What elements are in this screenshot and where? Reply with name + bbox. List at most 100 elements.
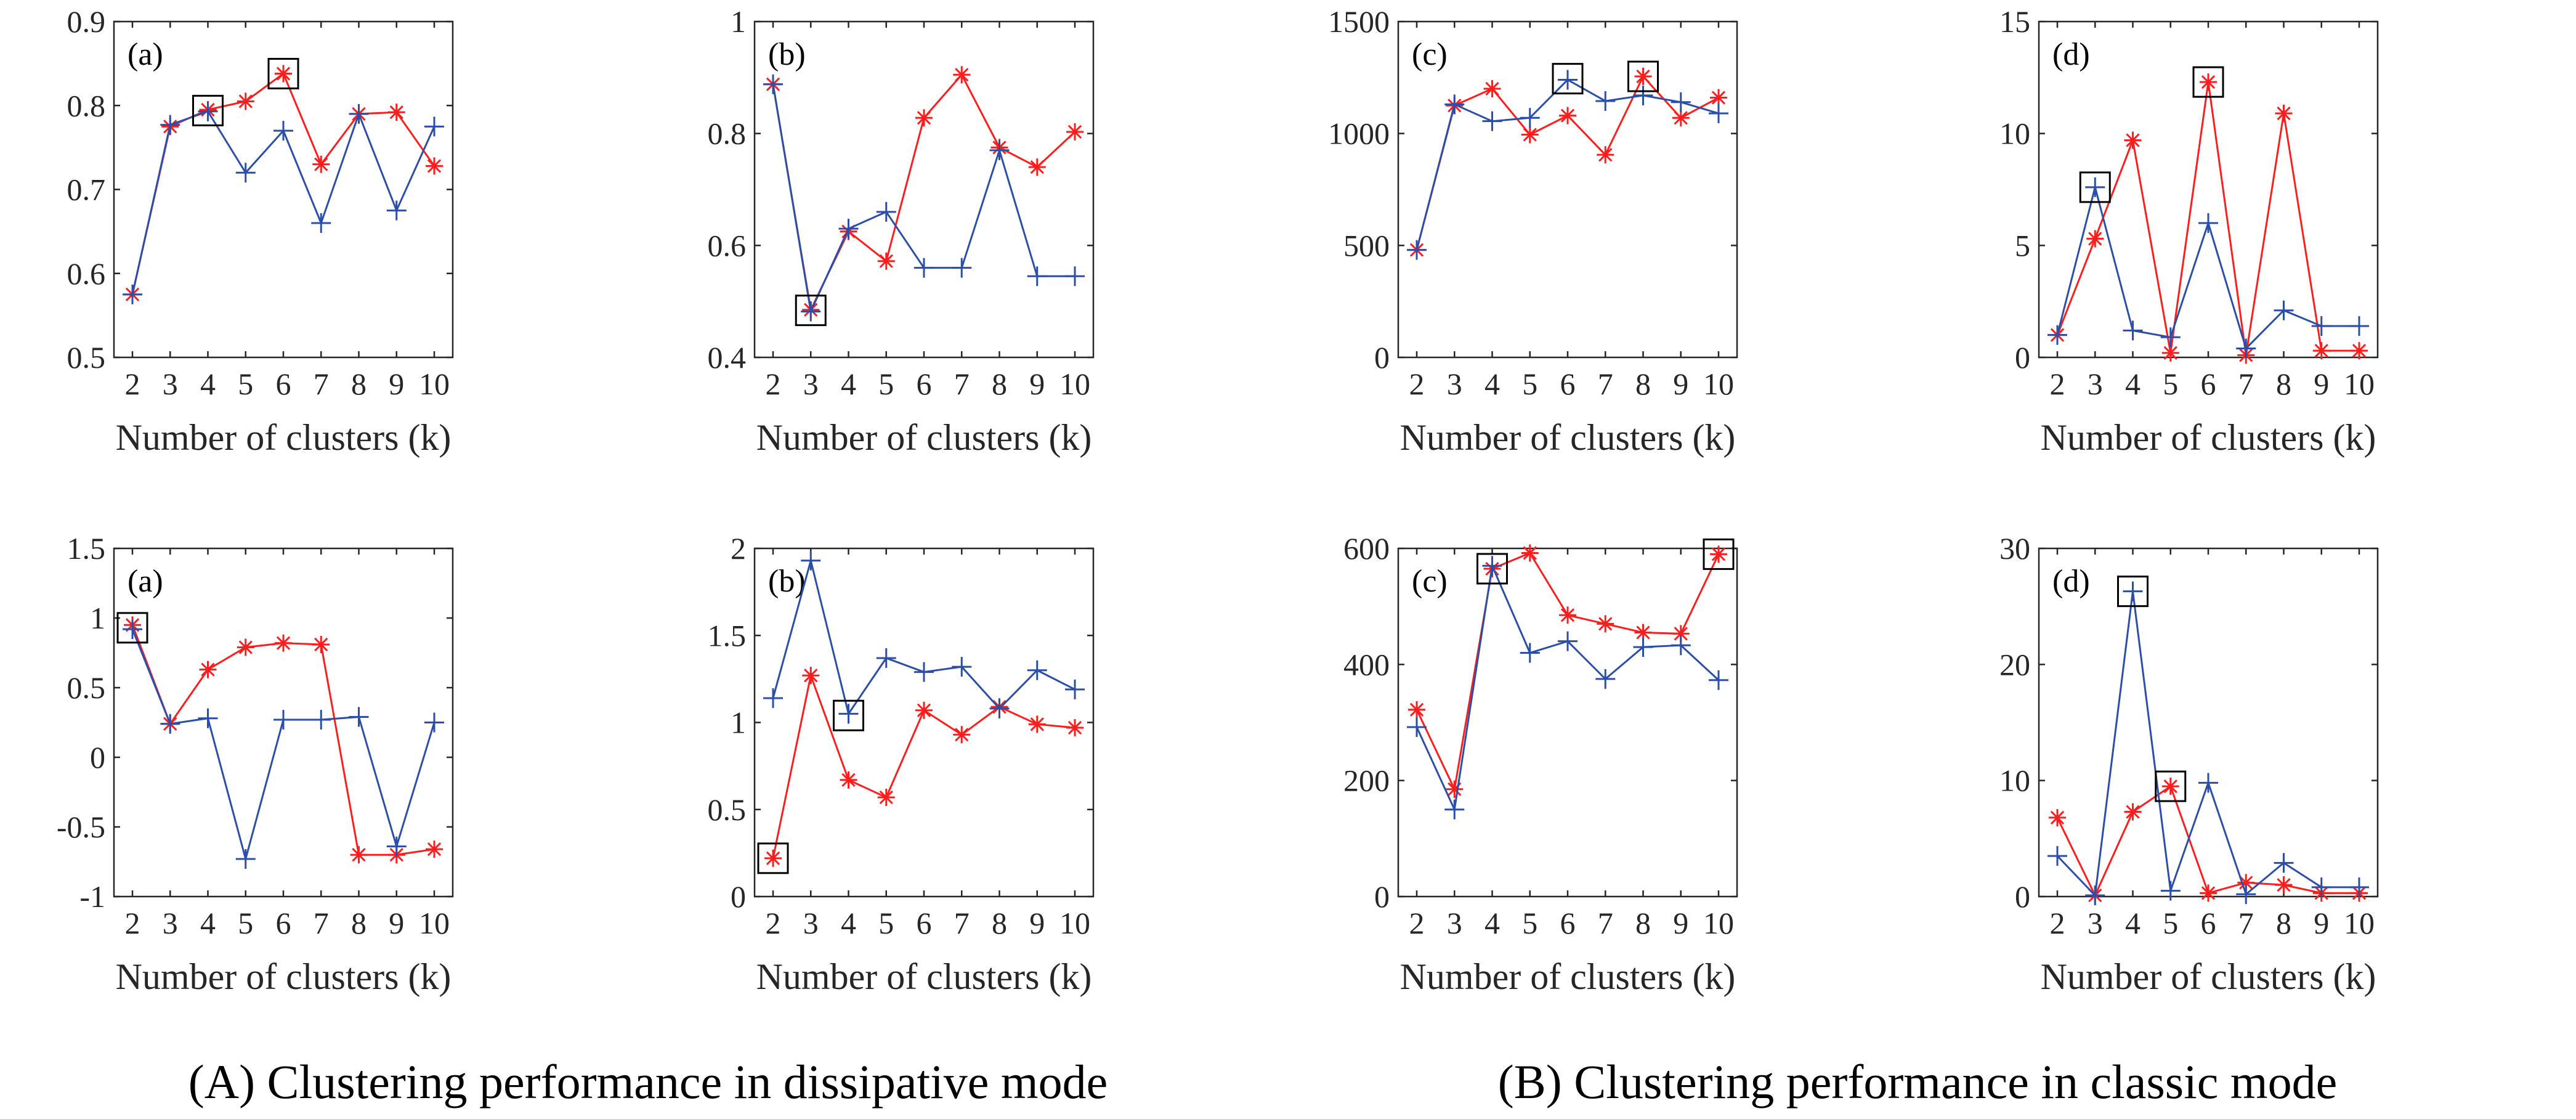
marker-stroke	[955, 728, 969, 742]
marker-stroke	[1674, 627, 1688, 641]
highlight-box	[267, 57, 299, 89]
marker-stroke	[1560, 108, 1575, 123]
marker-stroke	[238, 94, 253, 108]
data-point-blue-plus	[1482, 556, 1502, 576]
marker-stroke	[2088, 232, 2102, 246]
x-tick-label: 9	[1673, 906, 1688, 940]
data-point-blue-plus	[198, 101, 218, 121]
x-tick-label: 6	[2201, 906, 2216, 940]
marker-stroke	[2050, 810, 2065, 825]
y-tick-label: 1	[731, 4, 746, 39]
data-point-blue-plus	[1595, 669, 1616, 689]
x-tick-label: 10	[419, 906, 450, 940]
y-tick-label: 1	[731, 706, 746, 740]
data-point-red-asterisk	[2124, 131, 2142, 149]
x-tick-label: 3	[2088, 906, 2103, 940]
x-tick-label: 8	[351, 906, 367, 940]
panel-label: (d)	[2052, 564, 2090, 599]
x-tick-label: 4	[2125, 906, 2141, 940]
y-tick-label: 500	[1343, 228, 1390, 262]
data-point-blue-plus	[801, 301, 821, 322]
marker-stroke	[314, 637, 328, 652]
series-line-blue-plus	[1416, 562, 1720, 813]
y-tick-label: 0.5	[67, 340, 106, 375]
data-point-red-asterisk	[387, 104, 405, 121]
y-tick-label: 0	[2015, 879, 2030, 914]
marker-stroke	[314, 157, 328, 171]
data-point-blue-plus	[2123, 581, 2143, 601]
y-tick-label: 1	[90, 601, 105, 635]
data-point-red-asterisk	[2161, 778, 2179, 796]
x-tick-label: 5	[2163, 906, 2178, 940]
x-tick-label: 9	[1029, 367, 1045, 401]
data-point-red-asterisk	[1710, 89, 1727, 107]
marker-stroke	[2126, 133, 2140, 147]
subplot-aa: 0.5 0.6 0.7 0.8 0.9 2 3 4 5 6 7 8 9 10 Number of clust…	[67, 4, 454, 458]
data-point-red-asterisk	[1066, 123, 1083, 140]
data-point-blue-plus	[2311, 877, 2331, 897]
panel-label: (a)	[128, 564, 163, 599]
highlight-box	[833, 699, 864, 731]
x-tick-label: 6	[276, 906, 291, 940]
data-point-red-asterisk	[312, 635, 330, 653]
marker-stroke	[389, 105, 403, 120]
data-point-blue-plus	[876, 201, 896, 222]
data-point-blue-plus	[349, 104, 369, 124]
data-point-red-asterisk	[237, 638, 254, 656]
x-axis-label: Number of clusters (k)	[756, 417, 1092, 458]
highlight-box	[2117, 576, 2149, 608]
marker-stroke	[879, 790, 893, 805]
y-tick-label: 0.4	[708, 340, 747, 375]
x-tick-label: 2	[1409, 906, 1425, 940]
data-point-blue-plus	[2274, 300, 2294, 320]
y-tick-label: 0	[1374, 340, 1390, 375]
marker-stroke	[1485, 81, 1499, 96]
y-tick-label: 2	[731, 531, 746, 566]
x-tick-label: 5	[1522, 367, 1537, 401]
y-tick-label: -1	[79, 879, 105, 914]
data-point-red-asterisk	[1559, 107, 1576, 124]
data-point-blue-plus	[2085, 885, 2105, 906]
x-tick-label: 10	[2344, 906, 2375, 940]
data-point-blue-plus	[386, 200, 407, 221]
highlight-box	[192, 94, 224, 126]
data-point-blue-plus	[2047, 325, 2067, 345]
x-tick-label: 7	[314, 906, 329, 940]
data-point-blue-plus	[2236, 884, 2256, 905]
panel-label: (c)	[1412, 564, 1448, 599]
x-tick-label: 9	[2314, 367, 2329, 401]
data-point-red-asterisk	[2200, 73, 2217, 91]
marker-stroke	[1674, 111, 1688, 125]
x-tick-label: 6	[917, 906, 932, 940]
data-point-blue-plus	[311, 709, 331, 730]
marker-stroke	[1598, 617, 1613, 631]
y-tick-label: 200	[1343, 763, 1390, 798]
data-point-blue-plus	[1558, 70, 1578, 90]
data-point-blue-plus	[1407, 717, 1427, 738]
data-point-red-asterisk	[1672, 109, 1690, 127]
x-tick-label: 4	[841, 906, 856, 940]
highlight-box	[2192, 66, 2224, 98]
subplot-ba: -1 -0.5 0 0.5 1 1.5 2 3 4 5 6 7 8 9 10 Number of cluste…	[57, 531, 454, 997]
data-point-blue-plus	[1027, 660, 1047, 680]
subplot-ab: 0.4 0.6 0.8 1 2 3 4 5 6 7 8 9 10 Number of clusters (…	[708, 4, 1095, 458]
marker-stroke	[804, 669, 818, 683]
data-point-blue-plus	[989, 698, 1010, 718]
data-point-red-asterisk	[426, 157, 443, 175]
x-tick-label: 7	[2238, 906, 2254, 940]
data-point-blue-plus	[801, 550, 821, 571]
x-tick-label: 8	[351, 367, 367, 401]
data-point-blue-plus	[1671, 635, 1691, 656]
marker-stroke	[1523, 546, 1537, 560]
marker-stroke	[1030, 160, 1044, 174]
marker-stroke	[1598, 148, 1613, 162]
data-point-blue-plus	[838, 219, 859, 239]
panel-label: (b)	[768, 37, 806, 72]
data-point-red-asterisk	[2312, 342, 2330, 360]
x-tick-label: 9	[2314, 906, 2329, 940]
x-tick-label: 10	[419, 367, 450, 401]
marker-stroke	[2239, 876, 2253, 890]
marker-stroke	[766, 851, 780, 865]
highlight-box	[116, 612, 148, 644]
